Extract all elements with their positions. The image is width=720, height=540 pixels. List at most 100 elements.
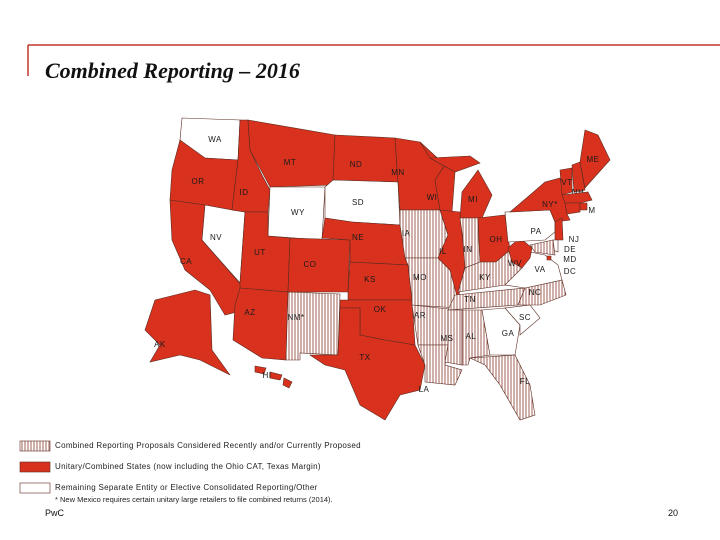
state-label: KY	[479, 273, 491, 282]
state	[332, 134, 399, 183]
state-shape	[254, 365, 267, 375]
state-label: AL	[466, 332, 477, 341]
state-label: MI	[468, 195, 478, 204]
state-shape	[546, 255, 552, 261]
state-label: SD	[352, 198, 364, 207]
state	[285, 291, 341, 361]
state-shape	[459, 169, 493, 219]
state-label: M	[588, 206, 595, 215]
state	[347, 261, 413, 301]
state-label: PA	[530, 227, 541, 236]
state-label: SC	[519, 313, 531, 322]
state-label: NV	[210, 233, 222, 242]
state-label: NC	[529, 288, 542, 297]
state	[559, 167, 573, 196]
state	[444, 309, 463, 366]
state	[287, 237, 351, 293]
state-label: IN	[464, 245, 473, 254]
state-label: MS	[441, 334, 454, 343]
state-label: IA	[402, 229, 411, 238]
state-label: WI	[427, 193, 438, 202]
state-label: DE	[564, 245, 576, 254]
state-label: AZ	[244, 308, 255, 317]
state-shape	[559, 167, 573, 196]
page-number: 20	[668, 508, 678, 518]
state-label: ID	[240, 188, 249, 197]
state-shape	[444, 309, 463, 366]
state-shape	[269, 371, 283, 381]
state-label: VT	[561, 178, 572, 187]
state-label: WV	[508, 259, 522, 268]
state	[554, 217, 564, 241]
state-label: ME	[587, 155, 600, 164]
state-shape	[144, 289, 231, 376]
state	[144, 289, 231, 376]
state-label: CO	[304, 260, 317, 269]
state-shape	[347, 261, 413, 301]
state	[579, 129, 611, 189]
legend: Combined Reporting Proposals Considered …	[19, 440, 361, 494]
state-shape	[232, 287, 289, 361]
state-label: OR	[192, 177, 205, 186]
state-shape	[332, 134, 399, 183]
state-label: OK	[374, 305, 387, 314]
legend-swatch	[19, 482, 51, 494]
state-label: NM*	[287, 313, 304, 322]
state-shape	[571, 161, 586, 193]
state-label: NJ	[569, 235, 580, 244]
state-shape	[561, 191, 593, 204]
state-shape	[285, 291, 341, 361]
us-map: WA OR CA NV ID MT WY UT AZ CO NM* ND SD NE KS OK TX MN IA M…	[144, 117, 611, 421]
state-shape	[282, 377, 293, 389]
state-label: CA	[180, 257, 192, 266]
state-shape	[579, 202, 588, 211]
state	[579, 202, 588, 211]
state-label: FL	[520, 377, 530, 386]
state-shape	[564, 202, 581, 215]
state	[546, 255, 552, 261]
state-label: IL	[439, 247, 447, 256]
state	[254, 365, 293, 389]
slide-title: Combined Reporting – 2016	[45, 58, 300, 83]
state	[469, 354, 536, 421]
state	[571, 161, 586, 193]
state-label: AK	[154, 340, 166, 349]
footnote: * New Mexico requires certain unitary la…	[55, 495, 333, 504]
state	[309, 307, 426, 421]
state	[529, 239, 556, 256]
state	[561, 191, 593, 204]
legend-label: Remaining Separate Entity or Elective Co…	[55, 483, 318, 492]
state-shape	[554, 217, 564, 241]
state-label: TX	[359, 353, 370, 362]
state-label: AR	[414, 311, 426, 320]
state	[428, 155, 493, 219]
state-label: NE	[352, 233, 364, 242]
state-label: MO	[413, 273, 427, 282]
state-label: KS	[364, 275, 376, 284]
state-label: VA	[534, 265, 545, 274]
state	[504, 304, 541, 336]
state-shape	[529, 239, 556, 256]
state-label: MD	[563, 255, 576, 264]
state-label: MN	[391, 168, 404, 177]
state-shape	[481, 307, 521, 356]
state-shape	[469, 354, 536, 421]
footer-source: PwC	[45, 508, 65, 518]
state-label: OH	[490, 235, 503, 244]
state-label: HI	[263, 371, 272, 380]
state-label: MT	[284, 158, 297, 167]
state-label: ND	[350, 160, 363, 169]
state	[564, 202, 581, 215]
state-label: GA	[502, 329, 515, 338]
legend-label: Unitary/Combined States (now including t…	[55, 462, 321, 471]
state-shape	[287, 237, 351, 293]
legend-swatch	[19, 440, 51, 452]
state-label: NH	[572, 188, 585, 197]
state-shape	[428, 155, 481, 173]
legend-swatch	[19, 461, 51, 473]
state-label: NY*	[542, 200, 558, 209]
legend-label: Combined Reporting Proposals Considered …	[55, 441, 361, 450]
state-label: DC	[564, 267, 577, 276]
state-shape	[579, 129, 611, 189]
